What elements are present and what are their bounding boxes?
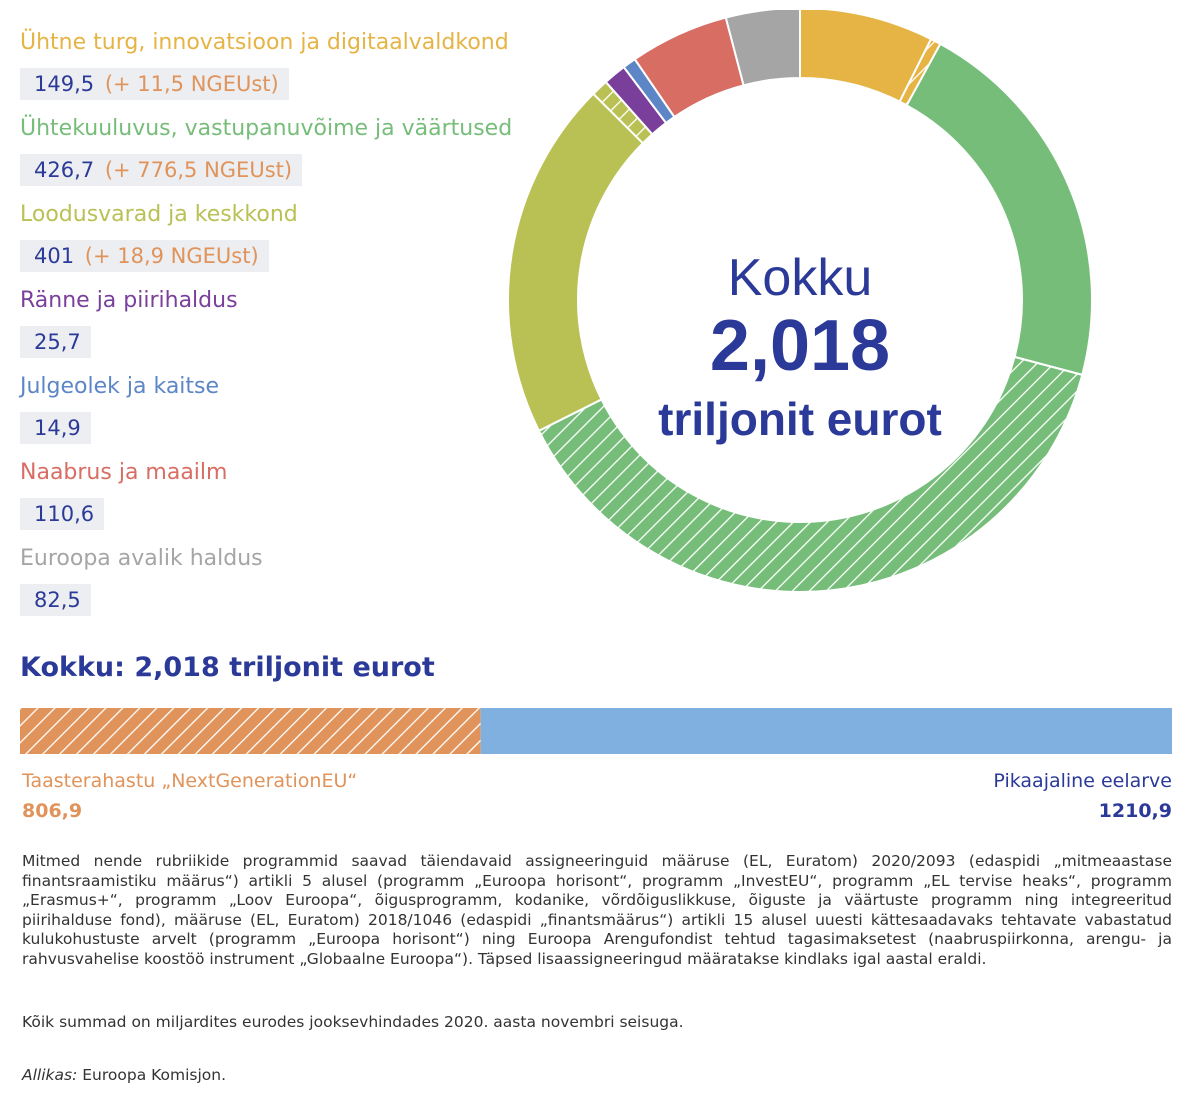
ngeu-label: Taasterahastu „NextGenerationEU“ xyxy=(22,770,358,792)
legend-value-box: 426,7 (+ 776,5 NGEUst) xyxy=(20,154,303,186)
legend-category-label: Naabrus ja maailm xyxy=(20,460,228,485)
legend-category-label: Ränne ja piirihaldus xyxy=(20,288,238,313)
legend-category-label: Loodusvarad ja keskkond xyxy=(20,202,298,227)
legend-value-box: 82,5 xyxy=(20,584,91,616)
legend-value-box: 25,7 xyxy=(20,326,91,358)
legend-value: 82,5 xyxy=(34,588,81,612)
legend-value-box: 110,6 xyxy=(20,498,105,530)
long-term-budget-label: Pikaajaline eelarve xyxy=(993,770,1172,792)
bar-segments xyxy=(20,708,1172,754)
total-title: Kokku: 2,018 triljonit eurot xyxy=(20,652,435,683)
ngeu-value: 806,9 xyxy=(22,800,83,822)
legend-category-label: Ühtne turg, innovatsioon ja digitaalvald… xyxy=(20,30,509,55)
donut-chart: Kokku 2,018 triljonit eurot xyxy=(507,10,1093,593)
legend-value: 149,5 xyxy=(34,72,95,96)
source-label: Allikas: xyxy=(22,1066,78,1084)
split-bar-chart xyxy=(20,708,1172,754)
legend-value: 25,7 xyxy=(34,330,81,354)
footnote: Mitmed nende rubriikide programmid saava… xyxy=(22,852,1172,968)
legend-value-box: 401 (+ 18,9 NGEUst) xyxy=(20,240,269,272)
donut-slice-6 xyxy=(724,10,801,87)
legend-value: 401 xyxy=(34,244,75,268)
legend-value: 110,6 xyxy=(34,502,95,526)
source-value: Euroopa Komisjon. xyxy=(82,1066,227,1084)
long-term-budget-value: 1210,9 xyxy=(1098,800,1172,822)
donut-slice-2 xyxy=(507,92,645,433)
legend-ngeu-value: (+ 776,5 NGEUst) xyxy=(104,158,293,182)
bar-segment-0-hatch xyxy=(20,708,481,754)
legend-value: 426,7 xyxy=(34,158,95,182)
donut-slice-0-ngeu-hatch xyxy=(899,39,941,106)
legend-category-label: Julgeolek ja kaitse xyxy=(20,374,220,399)
legend-category-label: Ühtekuuluvus, vastupanuvõime ja väärtuse… xyxy=(20,116,513,141)
legend-value: 14,9 xyxy=(34,416,81,440)
donut-slices xyxy=(507,10,1093,593)
center-label-kokku: Kokku xyxy=(728,249,873,307)
legend-value-box: 14,9 xyxy=(20,412,91,444)
legend-value-box: 149,5 (+ 11,5 NGEUst) xyxy=(20,68,289,100)
legend-ngeu-value: (+ 18,9 NGEUst) xyxy=(84,244,259,268)
amounts-note: Kõik summad on miljardites eurodes jooks… xyxy=(22,1013,684,1031)
donut-slice-2-ngeu-hatch xyxy=(593,81,653,144)
source-line: Allikas: Euroopa Komisjon. xyxy=(22,1066,226,1084)
donut-slice-1-ngeu-hatch xyxy=(538,356,1083,592)
center-total-unit: triljonit eurot xyxy=(658,393,942,445)
legend-category-label: Euroopa avalik haldus xyxy=(20,546,263,571)
bar-segment-1 xyxy=(480,708,1172,754)
donut-slice-1 xyxy=(905,42,1093,377)
legend-ngeu-value: (+ 11,5 NGEUst) xyxy=(104,72,279,96)
center-total-value: 2,018 xyxy=(710,306,890,386)
